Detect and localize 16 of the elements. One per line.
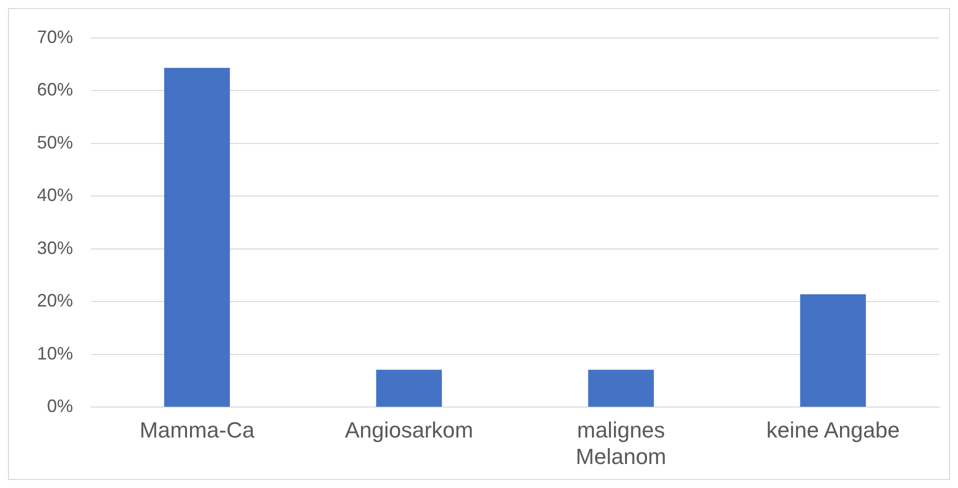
y-tick-label: 60% [36,80,74,100]
y-tick-label: 0% [47,396,74,416]
x-tick-label: Angiosarkom [344,417,474,442]
x-tick-label: Mamma-Ca [140,417,256,442]
y-tick-label: 30% [36,238,74,258]
y-tick-label: 10% [36,343,74,364]
x-tick-label: keine Angabe [766,417,900,442]
bar [588,370,654,407]
bar [376,370,442,407]
y-tick-label: 40% [36,185,74,206]
y-tick-label: 70% [36,26,74,47]
y-tick-label: 50% [36,132,74,152]
bar [164,68,230,407]
x-tick-label: malignes Melanom [576,417,666,469]
bar [800,294,866,407]
y-tick-label: 20% [36,290,74,311]
